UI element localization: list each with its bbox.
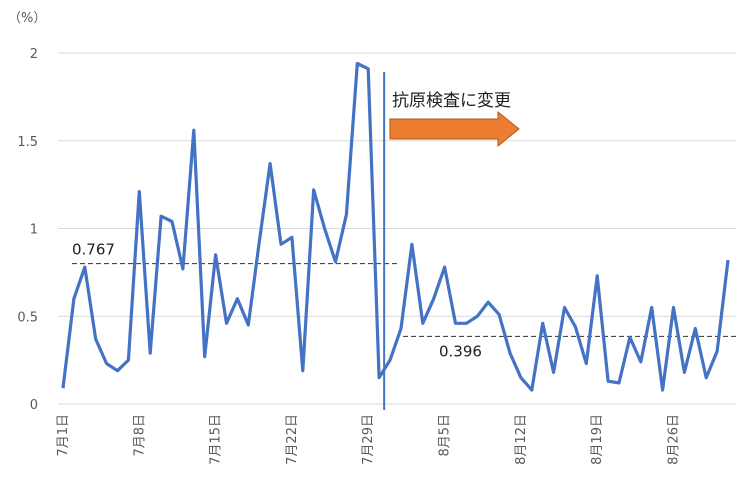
change-marker: 抗原検査に変更 — [383, 72, 520, 410]
x-tick-label: 7月1日 — [56, 414, 71, 457]
series — [61, 61, 730, 392]
x-tick-label: 7月8日 — [132, 414, 147, 457]
y-tick-label: 2 — [30, 47, 38, 62]
x-tick-label: 7月22日 — [285, 414, 300, 465]
y-tick-labels: 0 0.5 1 1.5 2 — [17, 47, 38, 413]
reference-lines: 0.767 0.396 — [72, 241, 738, 360]
x-tick-label: 8月5日 — [438, 414, 453, 457]
reference-line-label: 0.767 — [72, 241, 115, 259]
y-tick-label: 0 — [30, 398, 38, 413]
x-tick-label: 8月12日 — [514, 414, 529, 465]
y-tick-label: 1.5 — [17, 135, 38, 150]
y-tick-label: 0.5 — [17, 310, 38, 325]
x-tick-label: 8月26日 — [666, 414, 681, 465]
gridlines — [58, 52, 736, 405]
x-tick-labels: 7月1日 7月8日 7月15日 7月22日 7月29日 8月5日 8月12日 8月19日 8月2… — [56, 414, 681, 465]
x-tick-label: 8月19日 — [590, 414, 605, 465]
change-arrow — [389, 110, 520, 148]
y-axis-unit-label: （%） — [8, 11, 46, 26]
series-line — [61, 61, 730, 392]
reference-line-label: 0.396 — [439, 342, 482, 360]
x-tick-label: 7月29日 — [361, 414, 376, 465]
y-tick-label: 1 — [30, 223, 38, 238]
change-marker-label: 抗原検査に変更 — [392, 91, 511, 111]
x-tick-label: 7月15日 — [209, 414, 224, 465]
